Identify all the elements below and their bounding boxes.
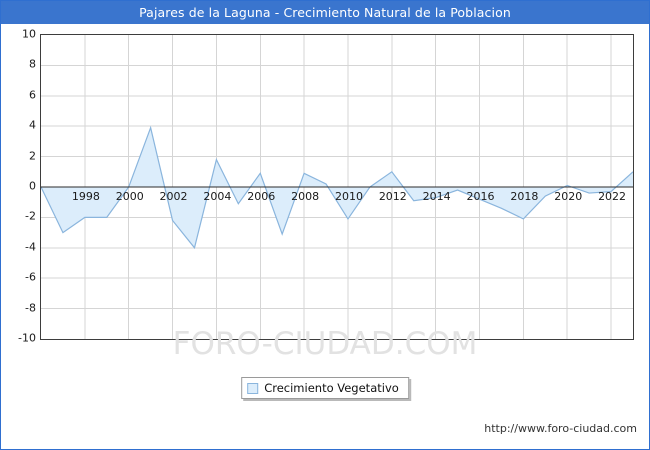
x-tick-label: 1998 — [71, 190, 100, 203]
page-title: Pajares de la Laguna - Crecimiento Natur… — [139, 5, 511, 20]
y-tick-label: 0 — [29, 179, 36, 193]
window-title-bar: Pajares de la Laguna - Crecimiento Natur… — [1, 1, 649, 24]
series-line — [41, 125, 633, 250]
x-tick-label: 2004 — [203, 190, 232, 203]
y-tick-label: -10 — [18, 331, 36, 345]
y-tick-label: 6 — [29, 88, 36, 102]
y-tick-label: -6 — [25, 270, 36, 284]
y-tick-label: 4 — [29, 118, 36, 132]
plot-region — [40, 34, 634, 340]
x-tick-label: 2018 — [510, 190, 539, 203]
x-tick-label: 2014 — [422, 190, 451, 203]
y-tick-label: -2 — [25, 209, 36, 223]
x-tick-label: 2006 — [247, 190, 276, 203]
chart-area: 10 8 6 4 2 0 -2 -4 -6 -8 -10 1998 2000 2002 2004 2006 2… — [1, 24, 649, 449]
source-url: http://www.foro-ciudad.com — [484, 422, 637, 435]
series-canvas — [41, 35, 633, 339]
y-tick-label: -8 — [25, 301, 36, 315]
x-tick-label: 2020 — [554, 190, 583, 203]
legend-label: Crecimiento Vegetativo — [264, 381, 399, 395]
x-tick-label: 2022 — [598, 190, 627, 203]
y-axis: 10 8 6 4 2 0 -2 -4 -6 -8 -10 — [1, 28, 36, 345]
series-area-fill — [41, 127, 633, 248]
x-axis: 1998 2000 2002 2004 2006 2008 2010 2012 2014 2016… — [41, 24, 633, 328]
y-tick-label: -4 — [25, 240, 36, 254]
chart-legend[interactable]: Crecimiento Vegetativo — [241, 377, 409, 399]
y-tick-label: 10 — [22, 27, 36, 41]
y-tick-label: 8 — [29, 57, 36, 71]
legend-swatch-icon — [247, 382, 259, 394]
x-tick-label: 2012 — [378, 190, 407, 203]
x-tick-label: 2016 — [466, 190, 495, 203]
y-tick-label: 2 — [29, 149, 36, 163]
x-tick-label: 2000 — [115, 190, 144, 203]
x-tick-label: 2008 — [291, 190, 320, 203]
x-tick-label: 2002 — [159, 190, 188, 203]
x-tick-label: 2010 — [334, 190, 363, 203]
series-crecimiento-vegetativo — [41, 125, 633, 250]
